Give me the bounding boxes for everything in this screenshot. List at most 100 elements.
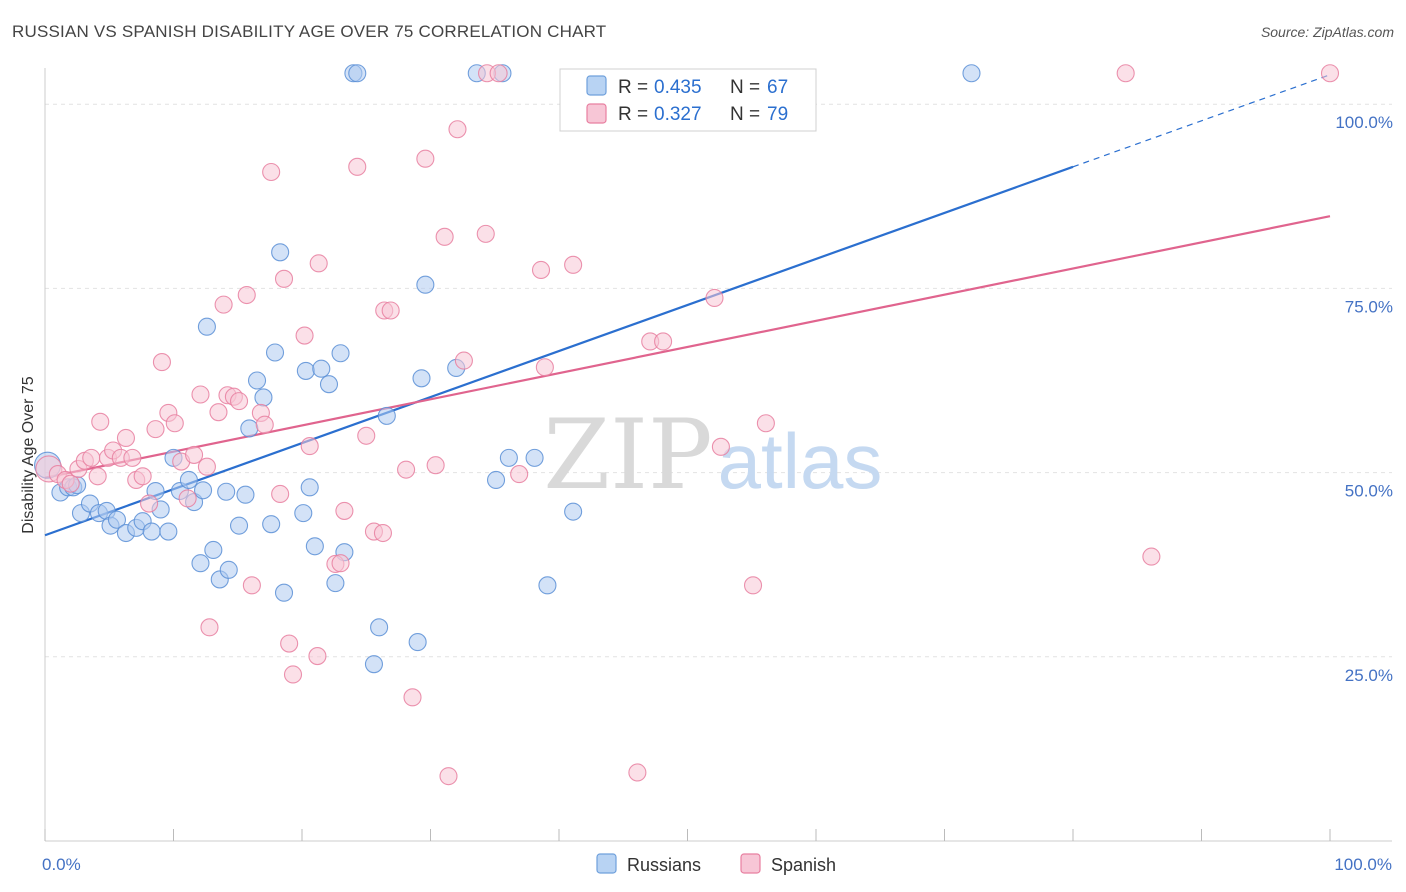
point-spanish-44 <box>309 254 328 273</box>
point-spanish-58 <box>435 227 454 246</box>
point-russians-41 <box>305 537 324 556</box>
point-russians-17 <box>159 522 178 541</box>
gridlines <box>45 103 1392 658</box>
stats-n-value-spanish: 79 <box>767 104 788 125</box>
point-russians-42 <box>312 359 331 378</box>
legend-label-russians: Russians <box>627 855 701 875</box>
trend-line-spanish <box>44 215 1331 479</box>
point-russians-31 <box>240 419 259 438</box>
point-russians-60 <box>525 448 544 467</box>
watermark: ZIP atlas <box>543 399 882 511</box>
point-russians-28 <box>217 482 236 501</box>
point-spanish-78 <box>1320 64 1340 83</box>
point-russians-39 <box>296 361 315 380</box>
point-spanish-26 <box>200 618 219 637</box>
y-axis-label: Disability Age Over 75 <box>20 376 37 534</box>
point-spanish-6 <box>82 448 101 467</box>
point-spanish-65 <box>510 465 529 484</box>
point-spanish-51 <box>373 523 393 543</box>
point-spanish-16 <box>140 494 159 513</box>
point-spanish-33 <box>242 576 261 595</box>
trend-lines <box>44 74 1331 537</box>
point-spanish-54 <box>397 460 416 479</box>
point-spanish-40 <box>283 665 303 684</box>
point-spanish-36 <box>262 162 281 182</box>
point-russians-32 <box>247 371 267 390</box>
point-spanish-66 <box>531 260 551 280</box>
y-tick-label-3: 100.0% <box>1335 113 1393 132</box>
point-spanish-71 <box>654 332 673 351</box>
point-spanish-43 <box>308 647 327 666</box>
stats-r-label-russians: R = <box>618 77 648 98</box>
point-spanish-8 <box>91 412 110 431</box>
point-spanish-27 <box>209 403 228 422</box>
point-russians-57 <box>486 470 506 490</box>
trend-line-extension-russians <box>1072 74 1331 168</box>
stats-r-value-spanish: 0.327 <box>654 104 702 125</box>
point-russians-35 <box>265 343 285 362</box>
y-tick-label-1: 50.0% <box>1345 482 1393 501</box>
point-russians-14 <box>142 522 161 541</box>
point-spanish-61 <box>454 351 473 370</box>
point-russians-62 <box>564 502 583 521</box>
point-russians-37 <box>274 583 294 602</box>
point-spanish-32 <box>237 285 256 305</box>
point-spanish-47 <box>335 501 354 520</box>
point-spanish-42 <box>300 437 319 456</box>
point-russians-61 <box>538 576 557 595</box>
point-spanish-55 <box>403 688 422 707</box>
point-spanish-35 <box>255 415 274 434</box>
point-spanish-18 <box>152 353 171 372</box>
stats-r-value-russians: 0.435 <box>654 77 702 98</box>
point-spanish-22 <box>178 489 197 508</box>
point-russians-49 <box>364 655 384 674</box>
point-russians-52 <box>408 633 427 652</box>
y-tick-label-0: 25.0% <box>1345 666 1393 685</box>
point-spanish-62 <box>476 224 495 243</box>
point-spanish-20 <box>165 414 184 433</box>
point-russians-40 <box>300 478 319 497</box>
point-spanish-13 <box>123 448 142 467</box>
point-spanish-69 <box>628 763 647 782</box>
point-spanish-72 <box>705 288 724 308</box>
point-spanish-25 <box>197 457 216 476</box>
point-spanish-68 <box>564 255 583 274</box>
y-tick-label-2: 75.0% <box>1345 297 1393 316</box>
stats-n-label-russians: N = <box>730 77 760 98</box>
point-russians-51 <box>377 406 396 425</box>
point-spanish-75 <box>756 414 775 433</box>
point-russians-43 <box>319 375 339 394</box>
point-russians-44 <box>326 574 345 593</box>
point-russians-27 <box>219 560 238 579</box>
point-spanish-59 <box>439 767 458 786</box>
point-spanish-23 <box>185 445 204 464</box>
x-tick-label-min: 0.0% <box>42 855 81 874</box>
legend-swatch-spanish <box>740 853 761 874</box>
point-spanish-24 <box>191 385 210 404</box>
point-russians-38 <box>294 504 313 523</box>
point-spanish-60 <box>448 120 467 139</box>
point-russians-20 <box>179 470 198 490</box>
point-spanish-31 <box>229 392 249 411</box>
point-spanish-53 <box>381 301 400 320</box>
point-spanish-37 <box>271 484 290 504</box>
data-points <box>34 64 1340 786</box>
point-russians-45 <box>331 344 350 363</box>
chart-source: Source: ZipAtlas.com <box>1260 24 1394 40</box>
point-russians-50 <box>370 618 389 637</box>
point-spanish-41 <box>295 326 314 345</box>
watermark-atlas: atlas <box>718 417 883 505</box>
point-spanish-73 <box>711 437 730 456</box>
point-russians-30 <box>236 485 255 504</box>
point-russians-53 <box>412 369 431 388</box>
point-russians-36 <box>271 243 290 262</box>
point-russians-24 <box>204 540 223 560</box>
point-russians-34 <box>262 515 281 534</box>
point-spanish-38 <box>274 269 294 288</box>
trend-line-russians <box>44 165 1074 537</box>
point-spanish-77 <box>1142 547 1161 566</box>
point-spanish-46 <box>331 554 350 573</box>
stats-swatch-russians <box>586 75 607 96</box>
point-spanish-56 <box>416 149 435 168</box>
